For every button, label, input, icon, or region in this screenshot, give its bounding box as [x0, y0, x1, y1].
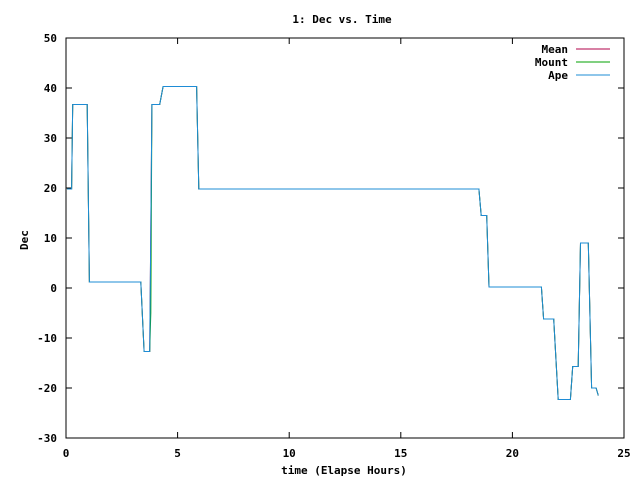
y-tick-label: 40	[44, 82, 57, 95]
x-tick-label: 5	[174, 447, 181, 460]
series-lines	[67, 86, 599, 400]
y-tick-label: -10	[37, 332, 57, 345]
series-line-ape	[67, 86, 599, 400]
y-tick-label: -30	[37, 432, 57, 445]
x-tick-label: 20	[506, 447, 519, 460]
series-line-mean	[67, 86, 599, 400]
x-axis-label: time (Elapse Hours)	[281, 464, 407, 477]
y-tick-label: -20	[37, 382, 57, 395]
chart-title: 1: Dec vs. Time	[292, 13, 392, 26]
series-line-mount	[67, 86, 599, 400]
x-axis: 0 5 10 15 20 25	[63, 38, 631, 460]
y-tick-label: 30	[44, 132, 57, 145]
legend-label-ape: Ape	[548, 69, 568, 82]
legend-label-mount: Mount	[535, 56, 568, 69]
plot-area-border	[65, 37, 625, 439]
y-tick-label: 20	[44, 182, 57, 195]
x-tick-label: 15	[394, 447, 407, 460]
y-tick-label: 0	[50, 282, 57, 295]
y-tick-label: 50	[44, 32, 57, 45]
y-axis-label: Dec	[18, 230, 31, 250]
y-tick-label: 10	[44, 232, 57, 245]
y-axis: -30 -20 -10 0 10 20 30 40 50	[37, 32, 624, 445]
x-tick-label: 10	[283, 447, 296, 460]
legend-label-mean: Mean	[542, 43, 569, 56]
x-tick-label: 25	[617, 447, 630, 460]
x-tick-label: 0	[63, 447, 70, 460]
